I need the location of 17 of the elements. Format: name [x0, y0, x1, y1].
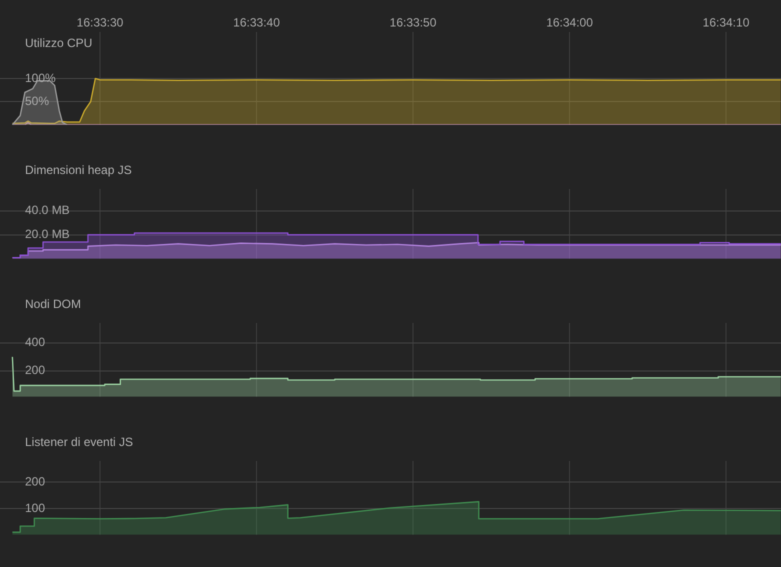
- x-tick-label: 16:34:00: [546, 15, 594, 30]
- x-tick-label: 16:33:40: [233, 15, 280, 30]
- y-tick-label: 100%: [25, 70, 56, 85]
- chart-title: Utilizzo CPU: [25, 36, 92, 50]
- x-tick-label: 16:34:10: [702, 15, 750, 30]
- x-tick-label: 16:33:50: [390, 15, 437, 30]
- y-tick-label: 40.0 MB: [25, 203, 70, 218]
- x-tick-label: 16:33:30: [76, 15, 124, 30]
- y-tick-label: 100: [25, 500, 46, 515]
- chart-title: Listener di eventi JS: [25, 435, 134, 449]
- y-tick-label: 200: [25, 363, 46, 378]
- y-tick-label: 50%: [25, 94, 50, 108]
- chart-title: Nodi DOM: [25, 297, 82, 311]
- y-tick-label: 400: [25, 335, 46, 350]
- y-tick-label: 20.0 MB: [25, 227, 70, 242]
- chart-title: Dimensioni heap JS: [25, 163, 132, 177]
- y-tick-label: 200: [25, 474, 46, 489]
